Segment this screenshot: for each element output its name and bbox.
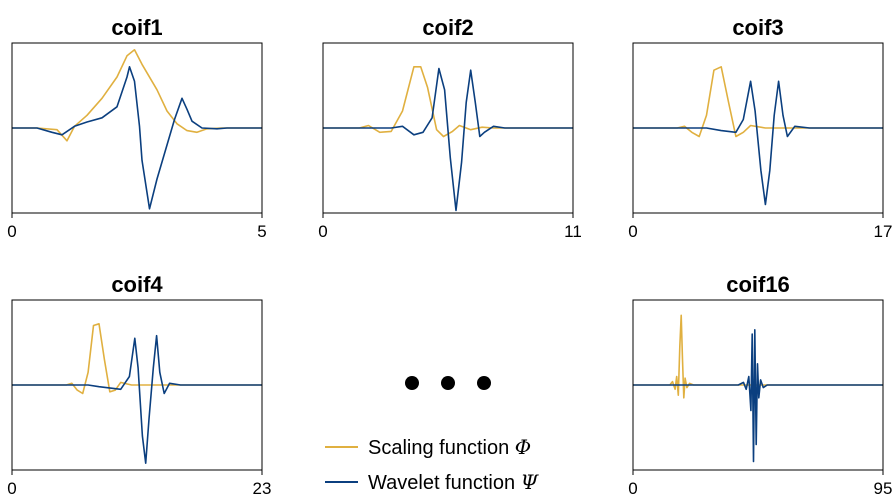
plot-frame [11, 299, 263, 471]
legend: Scaling function Φ Wavelet function Ψ [325, 435, 540, 494]
plot-frame [11, 42, 263, 214]
panel-title: coif3 [732, 15, 783, 40]
wavelet-function-line [323, 67, 573, 212]
x-tick-label: 95 [874, 479, 893, 498]
x-tick-label: 0 [7, 222, 16, 241]
legend-scaling-text: Scaling function Φ [368, 435, 531, 459]
plot-frame [632, 299, 884, 471]
legend-wavelet-text: Wavelet function Ψ [368, 470, 540, 494]
legend-scaling-symbol: Φ [515, 435, 531, 459]
panel-coif16: coif16 0 95 [628, 272, 892, 498]
x-tick-label: 5 [257, 222, 266, 241]
legend-wavelet-label: Wavelet function [368, 472, 521, 494]
wavelet-function-line [12, 334, 262, 464]
panel-coif3: coif3 0 17 [628, 15, 892, 241]
x-tick-label: 0 [7, 479, 16, 498]
scaling-function-line [633, 66, 883, 138]
panel-coif4: coif4 0 23 [7, 272, 271, 498]
plot-frame [632, 42, 884, 214]
legend-wavelet-symbol: Ψ [521, 470, 540, 494]
ellipsis-dot [477, 376, 491, 390]
panel-title: coif4 [111, 272, 163, 297]
x-tick-label: 0 [628, 479, 637, 498]
panel-coif1: coif1 0 5 [7, 15, 266, 241]
scaling-function-line [323, 66, 573, 138]
x-tick-label: 23 [253, 479, 272, 498]
panel-title: coif2 [422, 15, 473, 40]
x-tick-label: 11 [564, 222, 582, 241]
panel-title: coif16 [726, 272, 790, 297]
ellipsis [405, 376, 491, 390]
x-tick-label: 0 [628, 222, 637, 241]
wavelet-function-line [633, 80, 883, 206]
panel-title: coif1 [111, 15, 162, 40]
x-tick-label: 0 [318, 222, 327, 241]
x-tick-label: 17 [874, 222, 893, 241]
wavelet-function-line [633, 329, 883, 463]
wavelet-function-line [12, 66, 262, 210]
scaling-function-line [12, 49, 262, 142]
legend-scaling-label: Scaling function [368, 437, 515, 459]
ellipsis-dot [441, 376, 455, 390]
ellipsis-dot [405, 376, 419, 390]
panels: coif1 0 5 coif2 0 11 coif3 0 17 coif4 0 23 coif16 0 95 [7, 15, 892, 498]
plot-frame [322, 42, 574, 214]
panel-coif2: coif2 0 11 [318, 15, 582, 241]
